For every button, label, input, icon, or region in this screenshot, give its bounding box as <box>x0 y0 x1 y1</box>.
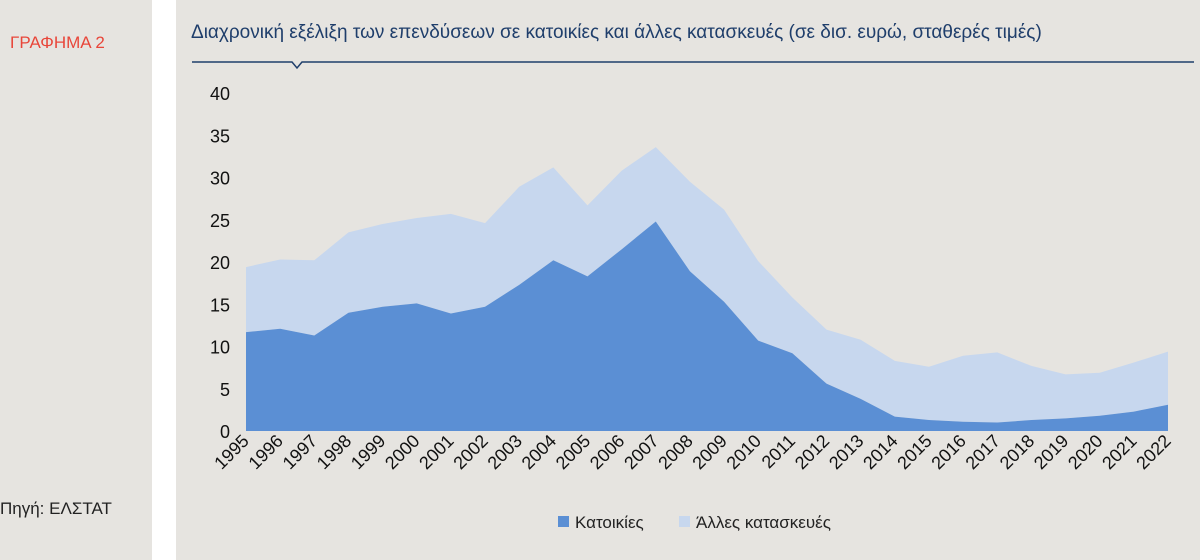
x-tick-label: 1995 <box>210 431 252 473</box>
x-tick-label: 2001 <box>415 431 457 473</box>
x-tick-label: 2000 <box>381 431 423 473</box>
x-tick-label: 2005 <box>552 431 594 473</box>
x-tick-label: 2020 <box>1064 431 1106 473</box>
figure-label: ΓΡΑΦΗΜΑ 2 <box>10 33 105 52</box>
y-tick-label: 10 <box>210 338 230 358</box>
x-tick-label: 2004 <box>518 431 560 473</box>
legend-swatch <box>558 516 569 527</box>
x-tick-label: 2012 <box>791 431 833 473</box>
x-tick-label: 2014 <box>859 431 901 473</box>
x-tick-label: 2009 <box>688 431 730 473</box>
panel-divider <box>152 0 176 560</box>
y-axis: 0 5 10 15 20 25 30 35 40 <box>210 84 230 442</box>
left-panel <box>0 0 152 560</box>
y-tick-label: 30 <box>210 169 230 189</box>
y-tick-label: 5 <box>220 380 230 400</box>
title-underline <box>192 61 1194 70</box>
x-tick-label: 2016 <box>927 431 969 473</box>
series-area-housing <box>246 221 1168 431</box>
series-area-other-constructions <box>246 147 1168 423</box>
x-tick-label: 2015 <box>893 431 935 473</box>
x-tick-label: 2006 <box>586 431 628 473</box>
y-tick-label: 25 <box>210 211 230 231</box>
legend-label: Κατοικίες <box>575 513 644 532</box>
x-tick-label: 2008 <box>654 431 696 473</box>
y-tick-label: 0 <box>220 422 230 442</box>
y-tick-label: 15 <box>210 295 230 315</box>
y-tick-label: 40 <box>210 84 230 104</box>
x-axis: 1995199619971998199920002001200220032004… <box>210 431 1174 473</box>
x-tick-label: 1998 <box>313 431 355 473</box>
x-tick-label: 2013 <box>825 431 867 473</box>
x-tick-label: 2003 <box>484 431 526 473</box>
x-tick-label: 2018 <box>996 431 1038 473</box>
x-tick-label: 2022 <box>1132 431 1174 473</box>
x-tick-label: 1997 <box>279 431 321 473</box>
areas-group <box>246 147 1168 431</box>
x-tick-label: 1996 <box>245 431 287 473</box>
source-note: Πηγή: ΕΛΣΤΑΤ <box>0 499 112 518</box>
x-tick-label: 1999 <box>347 431 389 473</box>
x-tick-label: 2010 <box>723 431 765 473</box>
x-tick-label: 2002 <box>449 431 491 473</box>
x-tick-label: 2011 <box>758 431 800 473</box>
y-tick-label: 35 <box>210 126 230 146</box>
y-tick-label: 20 <box>210 253 230 273</box>
x-tick-label: 2019 <box>1030 431 1072 473</box>
legend-label: Άλλες κατασκευές <box>696 513 831 532</box>
legend: Κατοικίες Άλλες κατασκευές <box>558 513 831 532</box>
x-tick-label: 2021 <box>1098 431 1140 473</box>
x-tick-label: 2017 <box>962 431 1004 473</box>
legend-swatch <box>679 516 690 527</box>
chart-title: Διαχρονική εξέλιξη των επενδύσεων σε κατ… <box>191 22 1042 43</box>
x-tick-label: 2007 <box>620 431 662 473</box>
